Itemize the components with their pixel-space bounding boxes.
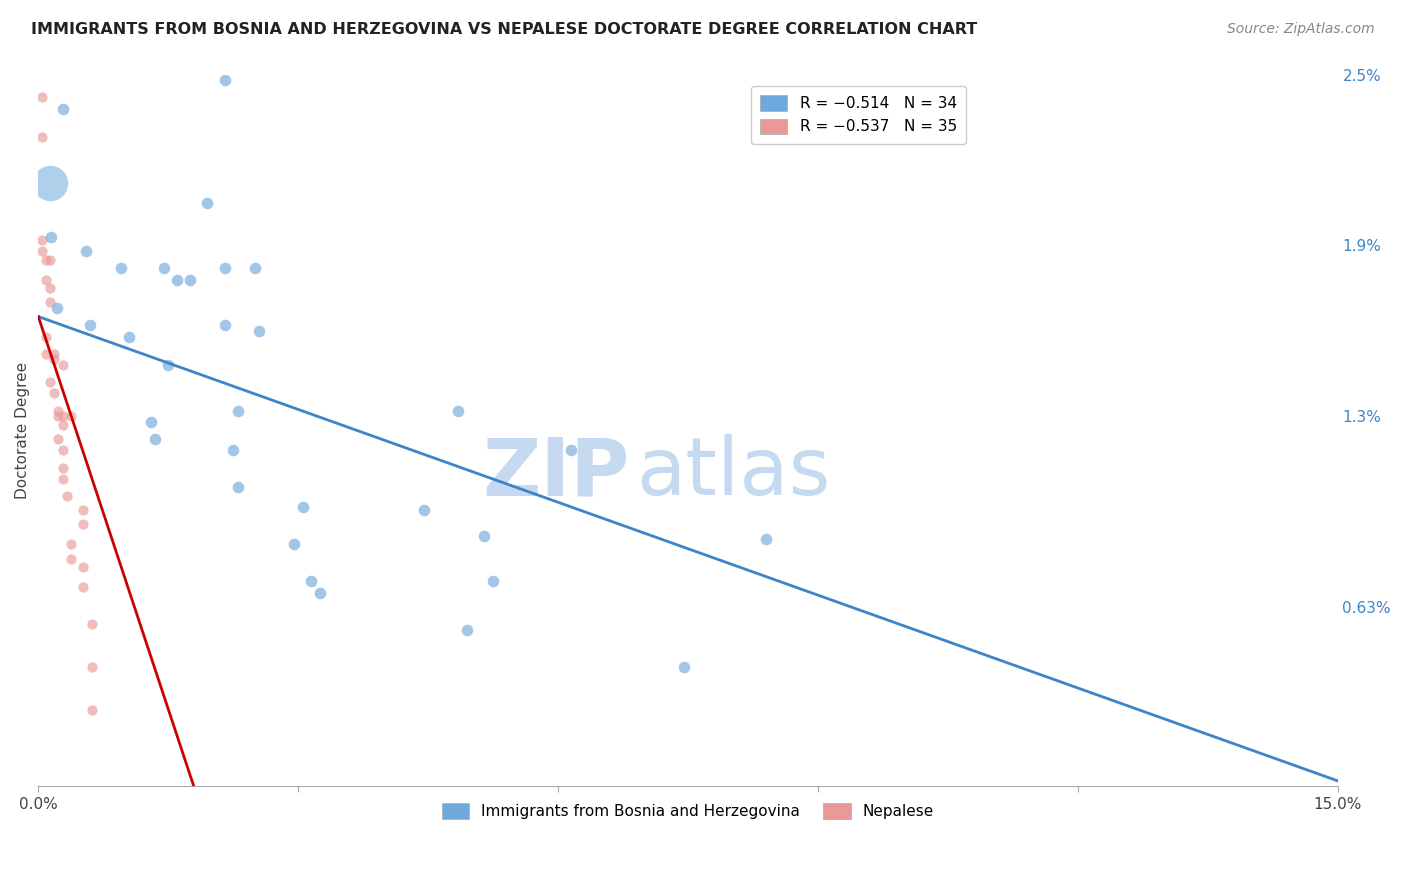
- Point: [560, 443, 582, 458]
- Point: [52, 417, 75, 432]
- Point: [52, 102, 75, 116]
- Text: IMMIGRANTS FROM BOSNIA AND HERZEGOVINA VS NEPALESE DOCTORATE DEGREE CORRELATION : IMMIGRANTS FROM BOSNIA AND HERZEGOVINA V…: [31, 22, 977, 37]
- Point: [110, 261, 132, 276]
- Point: [31, 90, 53, 104]
- Point: [35, 252, 58, 267]
- Point: [52, 472, 75, 486]
- Point: [46, 409, 69, 424]
- Point: [60, 537, 83, 551]
- Point: [46, 301, 69, 315]
- Point: [42, 352, 65, 367]
- Point: [291, 500, 314, 515]
- Text: Source: ZipAtlas.com: Source: ZipAtlas.com: [1227, 22, 1375, 37]
- Point: [672, 660, 695, 674]
- Point: [143, 432, 166, 446]
- Point: [80, 617, 103, 632]
- Y-axis label: Doctorate Degree: Doctorate Degree: [15, 362, 30, 499]
- Point: [72, 580, 94, 594]
- Point: [474, 529, 496, 543]
- Point: [52, 409, 75, 424]
- Text: atlas: atlas: [636, 434, 831, 512]
- Point: [56, 489, 79, 503]
- Point: [195, 195, 218, 210]
- Point: [308, 586, 330, 600]
- Point: [222, 443, 245, 458]
- Point: [79, 318, 101, 332]
- Point: [456, 623, 478, 637]
- Point: [39, 375, 62, 389]
- Point: [72, 560, 94, 574]
- Point: [166, 272, 188, 286]
- Point: [482, 574, 505, 589]
- Point: [31, 130, 53, 145]
- Point: [39, 252, 62, 267]
- Point: [31, 233, 53, 247]
- Point: [41, 230, 63, 244]
- Point: [35, 346, 58, 360]
- Point: [283, 537, 305, 551]
- Point: [35, 272, 58, 286]
- Point: [75, 244, 97, 258]
- Point: [39, 295, 62, 310]
- Point: [118, 329, 141, 343]
- Point: [52, 358, 75, 372]
- Point: [39, 281, 62, 295]
- Point: [299, 574, 322, 589]
- Point: [412, 503, 434, 517]
- Point: [80, 702, 103, 716]
- Point: [38, 176, 60, 190]
- Point: [46, 432, 69, 446]
- Point: [157, 358, 180, 372]
- Point: [31, 244, 53, 258]
- Point: [226, 403, 249, 417]
- Point: [46, 403, 69, 417]
- Point: [60, 409, 83, 424]
- Point: [226, 480, 249, 494]
- Point: [42, 346, 65, 360]
- Point: [72, 517, 94, 532]
- Point: [52, 460, 75, 475]
- Point: [214, 73, 236, 87]
- Legend: Immigrants from Bosnia and Herzegovina, Nepalese: Immigrants from Bosnia and Herzegovina, …: [436, 797, 941, 825]
- Point: [447, 403, 470, 417]
- Point: [153, 261, 176, 276]
- Point: [139, 415, 162, 429]
- Point: [72, 503, 94, 517]
- Text: ZIP: ZIP: [482, 434, 630, 512]
- Point: [214, 261, 236, 276]
- Point: [214, 318, 236, 332]
- Point: [60, 551, 83, 566]
- Point: [35, 329, 58, 343]
- Point: [243, 261, 266, 276]
- Point: [179, 272, 201, 286]
- Point: [755, 532, 778, 546]
- Point: [52, 443, 75, 458]
- Point: [247, 324, 270, 338]
- Point: [80, 660, 103, 674]
- Point: [42, 386, 65, 401]
